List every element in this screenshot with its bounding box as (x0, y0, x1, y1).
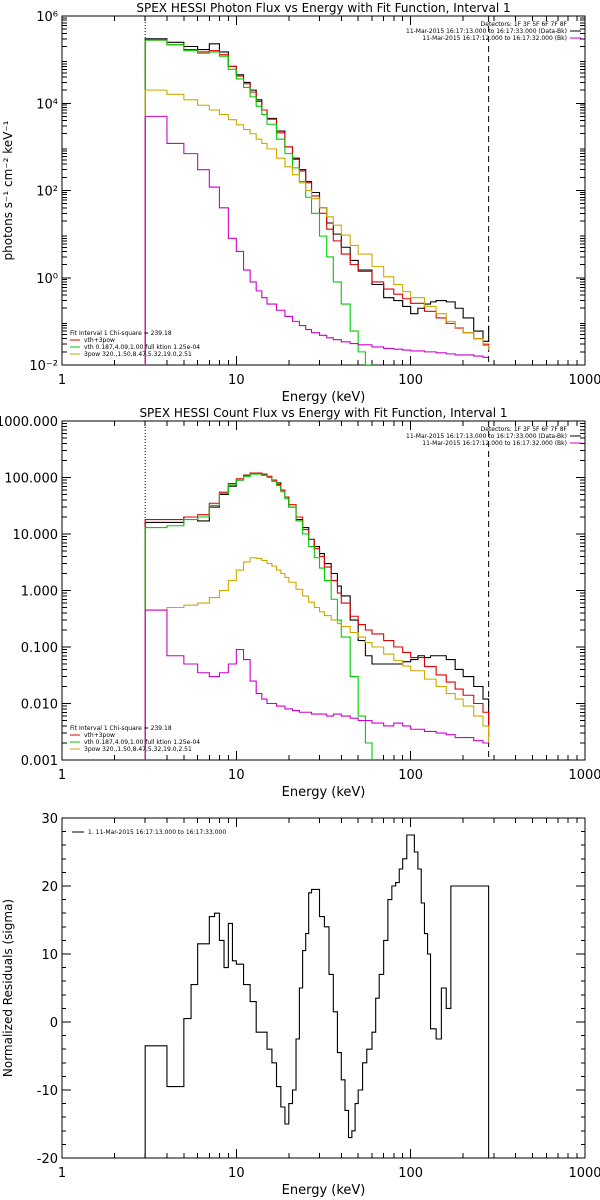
series-line-vth-3pow (144, 472, 490, 760)
x-axis-label: Energy (keV) (282, 1183, 366, 1198)
x-tick-label: 10 (228, 1166, 245, 1181)
chart-title: SPEX HESSI Count Flux vs Energy with Fit… (139, 406, 507, 420)
series-line-data-bk (144, 472, 490, 760)
series-line-data-bk (144, 38, 490, 365)
legend-text: Detectors: 1F 3F 5F 6F 7F 8F (481, 21, 568, 28)
chart-2: SPEX HESSI Count Flux vs Energy with Fit… (0, 406, 600, 800)
plot-frame (61, 817, 586, 1159)
y-tick-label: 20 (41, 880, 58, 895)
x-tick-label: 1 (58, 768, 66, 783)
legend-text: Fit Interval 1 Chi-square = 239.18 (70, 725, 172, 732)
chart-1: SPEX HESSI Photon Flux vs Energy with Fi… (1, 1, 600, 405)
legend-text: Detectors: 1F 3F 5F 6F 7F 8F (481, 426, 568, 433)
y-tick-label: 10⁰ (36, 272, 58, 287)
y-tick-label: -20 (37, 1152, 58, 1167)
y-tick-label: 10⁶ (36, 10, 58, 25)
x-tick-label: 1000 (568, 373, 600, 388)
x-tick-label: 1000 (568, 1166, 600, 1181)
series-line-1-11-mar-2015-16-17-13-000-to-16-17-33-000 (144, 834, 490, 1158)
plot-frame (61, 420, 586, 761)
y-tick-label: 1.000 (21, 585, 58, 600)
x-tick-label: 100 (398, 1166, 423, 1181)
series-line-3pow (144, 89, 490, 365)
legend-text: 11-Mar-2015 16:17:12.000 to 16:17:32.000… (422, 35, 567, 42)
y-tick-label: 0.010 (21, 698, 58, 713)
series-line-vth (144, 473, 373, 760)
series-group (144, 38, 490, 365)
legend-text: 11-Mar-2015 16:17:13.000 to 16:17:33.000… (406, 433, 567, 440)
x-tick-label: 100 (398, 373, 423, 388)
x-tick-label: 1 (58, 1166, 66, 1181)
legend-text: 3pow 320.,1.50,8.47,5.32,19.0,2.51 (84, 351, 192, 358)
y-tick-label: 10⁻² (29, 359, 58, 374)
y-tick-label: 0.001 (21, 754, 58, 769)
series-group (144, 834, 490, 1158)
y-tick-label: 100.000 (4, 472, 58, 487)
y-tick-label: -10 (37, 1084, 58, 1099)
x-axis-label: Energy (keV) (282, 785, 366, 800)
y-axis-label: Normalized Residuals (sigma) (1, 899, 15, 1077)
legend-text: vth+3pow (84, 732, 115, 739)
legend-text: 11-Mar-2015 16:17:13.000 to 16:17:33.000… (406, 28, 567, 35)
x-tick-label: 100 (398, 768, 423, 783)
legend-text: vth 0.187,4.09,1.00 full ktion 1.25e-04 (84, 344, 200, 351)
legend-text: 3pow 320.,1.50,8.47,5.32,19.0,2.51 (84, 746, 192, 753)
chart-3: 1 10 100 1000 Energy (keV) -20 -10 0 10 20 30 Norma… (1, 812, 600, 1198)
x-axis-label: Energy (keV) (282, 390, 366, 405)
legend-text: vth 0.187,4.09,1.00 full ktion 1.25e-04 (84, 739, 200, 746)
series-line-3pow (144, 557, 490, 760)
y-tick-label: 10.000 (13, 528, 59, 543)
y-tick-label: 10 (41, 948, 58, 963)
y-tick-label: 10⁴ (36, 97, 58, 112)
y-axis-label: photons s⁻¹ cm⁻² keV⁻¹ (1, 120, 15, 260)
y-tick-label: 0.100 (21, 641, 58, 656)
legend-text: 11-Mar-2015 16:17:12.000 to 16:17:32.000… (422, 440, 567, 447)
y-tick-label: 10² (36, 185, 58, 200)
series-line-bk (144, 115, 489, 365)
x-tick-label: 1 (58, 373, 66, 388)
x-tick-label: 10 (228, 768, 245, 783)
y-tick-label: 1000.000 (0, 415, 58, 430)
series-group (144, 472, 490, 760)
y-tick-label: 0 (50, 1016, 58, 1031)
legend-text: 1. 11-Mar-2015 16:17:13.000 to 16:17:33.… (88, 829, 226, 836)
chart-title: SPEX HESSI Photon Flux vs Energy with Fi… (136, 1, 510, 15)
legend-text: vth+3pow (84, 337, 115, 344)
series-line-bk (144, 609, 489, 760)
x-tick-label: 10 (228, 373, 245, 388)
legend-text: Fit Interval 1 Chi-square = 239.18 (70, 330, 172, 337)
y-tick-label: 30 (41, 812, 58, 827)
series-line-vth-3pow (144, 39, 490, 365)
plot-frame (61, 15, 586, 366)
x-tick-label: 1000 (568, 768, 600, 783)
series-line-vth (144, 39, 373, 365)
